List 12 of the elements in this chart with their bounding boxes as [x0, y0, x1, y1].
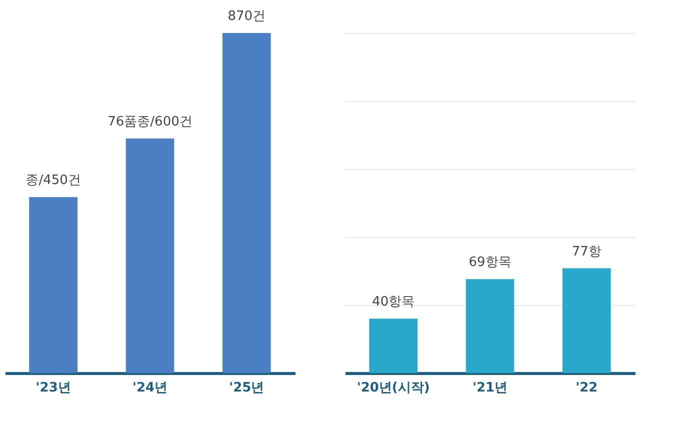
data-label: 76품종/600건	[108, 114, 192, 130]
x-tick-label: '20년(시작)	[356, 380, 430, 396]
x-tick-label: '21년	[472, 380, 508, 396]
data-label: 40항목	[372, 294, 415, 310]
data-label: 종/450건	[26, 173, 81, 188]
data-label: 69항목	[468, 255, 512, 270]
x-tick-label: '25년	[229, 380, 264, 396]
x-tick-label: '22	[576, 380, 598, 396]
data-label: 870건	[228, 9, 266, 24]
data-label: 77항	[572, 244, 602, 260]
x-tick-label: '23년	[36, 380, 71, 396]
x-tick-label: '24년	[132, 380, 168, 396]
